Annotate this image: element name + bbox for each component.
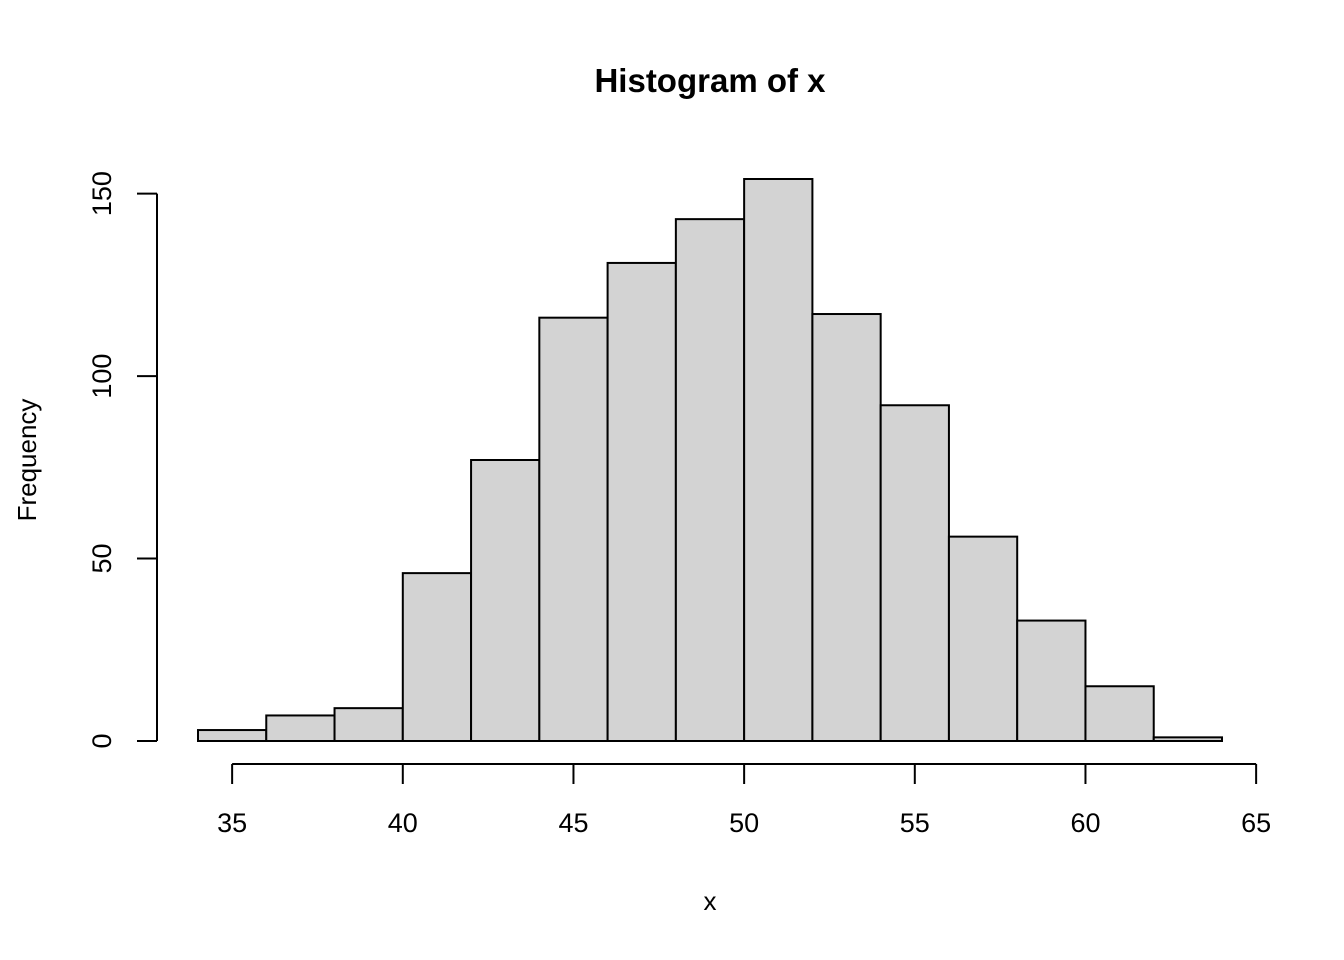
y-axis: 0 50 100 150: [87, 171, 158, 749]
x-tick-label: 50: [729, 808, 759, 838]
histogram-bar: [674, 218, 746, 742]
histogram-bar: [333, 707, 404, 742]
histogram-bar: [1152, 736, 1223, 742]
x-axis-label: x: [704, 886, 717, 916]
y-tick-label: 100: [87, 354, 117, 399]
bars-group: [197, 178, 1223, 743]
histogram-bar: [606, 261, 677, 742]
x-tick-label: 45: [558, 808, 588, 838]
x-tick-label: 65: [1241, 808, 1271, 838]
y-tick-label: 0: [87, 733, 117, 748]
histogram-bar: [1084, 685, 1155, 743]
x-tick-label: 35: [217, 808, 247, 838]
histogram-bar: [538, 316, 609, 742]
histogram-bar: [1016, 619, 1087, 742]
x-tick-label: 55: [900, 808, 930, 838]
x-tick-label: 60: [1070, 808, 1100, 838]
x-axis: 35 40 45 50 55 60 65: [217, 763, 1271, 838]
y-axis-label: Frequency: [12, 399, 42, 522]
histogram-bar: [743, 178, 814, 742]
histogram-bar: [470, 459, 541, 742]
y-tick-label: 50: [87, 544, 117, 574]
histogram-bar: [879, 404, 950, 742]
histogram-bar: [401, 572, 473, 743]
histogram-bar: [265, 714, 336, 742]
histogram-bar: [197, 729, 268, 742]
x-tick-label: 40: [388, 808, 418, 838]
y-tick-label: 150: [87, 171, 117, 216]
chart-title: Histogram of x: [594, 62, 826, 99]
histogram-bar: [811, 313, 882, 742]
histogram-bar: [947, 535, 1019, 742]
